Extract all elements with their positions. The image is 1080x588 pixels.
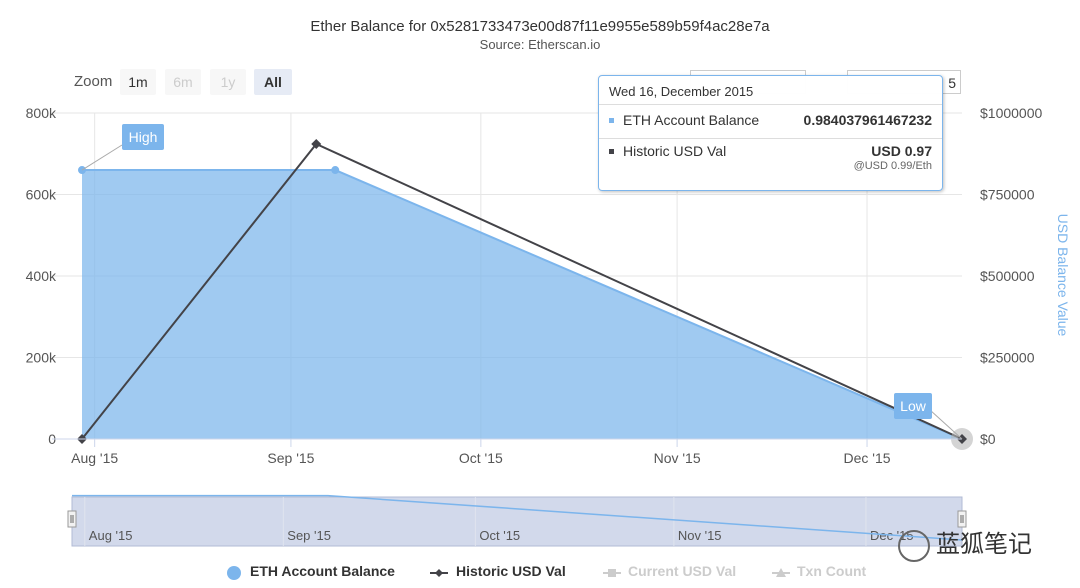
legend-current-usd-val[interactable]: Current USD Val bbox=[628, 563, 737, 579]
navigator-tick-label: Nov '15 bbox=[678, 528, 722, 543]
y-right-tick-label: $1000000 bbox=[980, 105, 1043, 121]
navigator-series-line bbox=[72, 494, 963, 541]
y-right-tick-label: $0 bbox=[980, 431, 996, 447]
axes: 0200k400k600k800k$0$250000$500000$750000… bbox=[26, 105, 1071, 466]
tooltip-divider bbox=[599, 138, 942, 139]
flags: High Low bbox=[81, 124, 963, 440]
x-tick-label: Aug '15 bbox=[71, 450, 118, 466]
chart-subtitle: Source: Etherscan.io bbox=[479, 37, 601, 52]
tooltip-row-eth: ETH Account Balance 0.984037961467232 bbox=[609, 112, 932, 132]
legend-eth-account-balance[interactable]: ETH Account Balance bbox=[250, 563, 395, 579]
navigator-tick-label: Sep '15 bbox=[287, 528, 331, 543]
y-right-axis-title: USD Balance Value bbox=[1055, 214, 1071, 337]
legend-symbols bbox=[227, 566, 790, 580]
usd-series-marker-icon bbox=[609, 149, 614, 154]
x-tick-label: Dec '15 bbox=[844, 450, 891, 466]
eth-area-series bbox=[78, 166, 963, 440]
legend-usd-diamond-icon bbox=[435, 569, 443, 577]
low-flag-box bbox=[894, 393, 932, 419]
tooltip-eth-name: ETH Account Balance bbox=[623, 112, 760, 128]
eth-point-marker bbox=[331, 166, 340, 175]
y-left-tick-label: 600k bbox=[26, 187, 57, 203]
tooltip-usd-value: USD 0.97 bbox=[871, 143, 932, 159]
eth-series-marker-icon bbox=[609, 118, 614, 123]
x-tick-label: Oct '15 bbox=[459, 450, 503, 466]
zoom-all-button[interactable]: All bbox=[254, 69, 292, 95]
zoom-label: Zoom bbox=[74, 73, 113, 90]
y-left-tick-label: 200k bbox=[26, 350, 57, 366]
watermark-text: 蓝狐笔记 bbox=[936, 531, 1032, 558]
watermark: 蓝狐笔记 bbox=[898, 524, 1032, 562]
y-left-tick-label: 800k bbox=[26, 105, 57, 121]
tooltip-date: Wed 16, December 2015 bbox=[609, 84, 754, 99]
eth-area-fill bbox=[82, 170, 962, 440]
legend-txn-triangle-icon bbox=[776, 568, 786, 577]
zoom-6m-button[interactable]: 6m bbox=[165, 69, 201, 95]
navigator-tick-label: Aug '15 bbox=[89, 528, 133, 543]
navigator-tick-label: Oct '15 bbox=[479, 528, 520, 543]
legend-current-square-icon bbox=[608, 569, 616, 577]
y-right-tick-label: $750000 bbox=[980, 187, 1035, 203]
navigator-selection bbox=[71, 496, 963, 547]
legend-txn-count[interactable]: Txn Count bbox=[797, 563, 867, 579]
zoom-1m-button[interactable]: 1m bbox=[120, 69, 156, 95]
zoom-1y-button[interactable]: 1y bbox=[210, 69, 246, 95]
navigator-handle[interactable] bbox=[957, 510, 967, 528]
low-flag-label: Low bbox=[900, 398, 927, 414]
y-right-tick-label: $500000 bbox=[980, 268, 1035, 284]
y-right-tick-label: $250000 bbox=[980, 350, 1035, 366]
high-flag-label: High bbox=[129, 129, 158, 145]
legend-historic-usd-val[interactable]: Historic USD Val bbox=[456, 563, 566, 579]
tooltip-divider bbox=[599, 104, 942, 105]
tooltip: Wed 16, December 2015 ETH Account Balanc… bbox=[598, 75, 943, 191]
high-flag-box bbox=[122, 124, 164, 150]
y-left-tick-label: 400k bbox=[26, 268, 57, 284]
high-flag-connector bbox=[81, 144, 123, 171]
tooltip-usd-rate: @USD 0.99/Eth bbox=[853, 160, 932, 172]
chart-title: Ether Balance for 0x5281733473e00d87f11e… bbox=[310, 18, 770, 35]
tooltip-eth-value: 0.984037961467232 bbox=[803, 112, 932, 128]
tooltip-usd-name: Historic USD Val bbox=[623, 143, 727, 159]
usd-point-marker bbox=[311, 138, 322, 149]
navigator[interactable]: Aug '15 Sep '15 Oct '15 Nov '15 Dec '15 bbox=[67, 494, 967, 547]
x-tick-label: Sep '15 bbox=[267, 450, 314, 466]
wechat-icon bbox=[898, 529, 930, 562]
navigator-handle[interactable] bbox=[67, 510, 77, 528]
legend-eth-circle-icon bbox=[227, 566, 241, 580]
low-flag-connector bbox=[929, 409, 963, 440]
tooltip-row-usd: Historic USD Val USD 0.97 bbox=[609, 143, 932, 163]
x-tick-label: Nov '15 bbox=[654, 450, 701, 466]
